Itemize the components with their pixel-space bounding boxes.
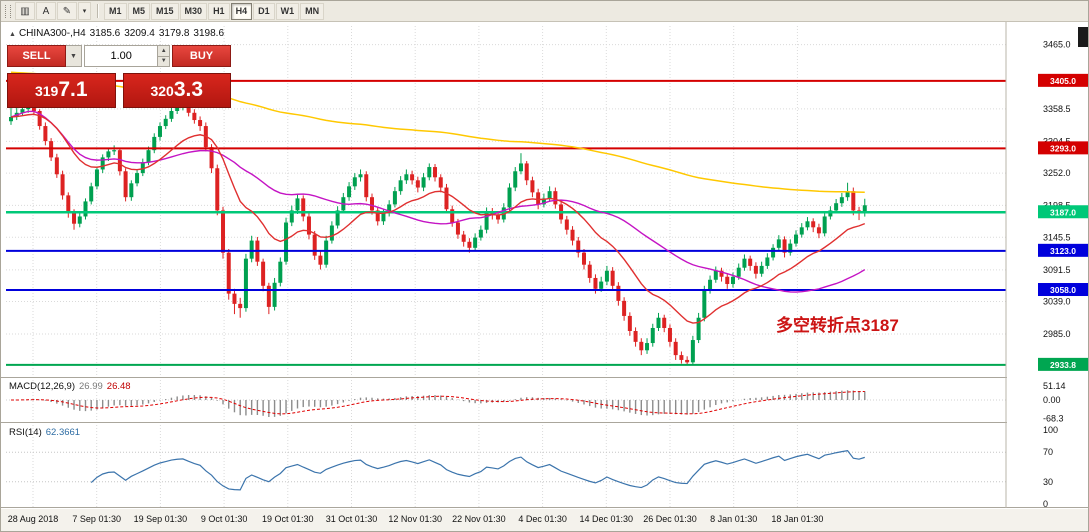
draw-tools-dropdown[interactable]: ▾ [78,2,91,20]
chart-type-icon[interactable]: ▥ [15,2,35,20]
svg-text:3145.5: 3145.5 [1043,232,1071,242]
timeframe-button-h1[interactable]: H1 [208,2,230,20]
grid-lines [6,26,1006,507]
timeframe-button-m5[interactable]: M5 [127,2,151,20]
svg-text:3358.5: 3358.5 [1043,104,1071,114]
svg-text:28 Aug 2018: 28 Aug 2018 [8,514,59,524]
rsi-value: 62.3661 [45,427,81,438]
svg-text:2933.8: 2933.8 [1050,360,1076,370]
svg-text:3465.0: 3465.0 [1043,40,1071,50]
lot-size-field: ▲ ▼ [84,45,170,67]
horizontal-level-lines[interactable] [6,79,1006,366]
symbol-period-label: CHINA300-,H4 [18,28,86,39]
chart-text-annotation[interactable]: 多空转折点3187 [776,316,899,335]
macd-indicator [6,390,1006,417]
ohlc-close: 3198.6 [193,28,225,39]
svg-text:0.00: 0.00 [1043,395,1061,405]
lot-size-input[interactable] [85,46,158,66]
svg-text:14 Dec 01:30: 14 Dec 01:30 [580,514,634,524]
macd-value-1: 26.99 [79,381,103,392]
svg-text:3293.0: 3293.0 [1050,143,1076,153]
macd-name: MACD(12,26,9) [9,381,75,392]
svg-text:3405.0: 3405.0 [1050,76,1076,86]
svg-text:3058.0: 3058.0 [1050,285,1076,295]
ohlc-open: 3185.6 [89,28,121,39]
timeframe-button-w1[interactable]: W1 [275,2,300,20]
top-toolbar: ▥ A ✎ ▾ M1 M5 M15 M30 H1 H4 D1 W1 MN [1,1,1088,22]
timeframe-button-m1[interactable]: M1 [104,2,127,20]
svg-text:2985.0: 2985.0 [1043,329,1071,339]
svg-text:3039.0: 3039.0 [1043,296,1071,306]
svg-text:-68.3: -68.3 [1043,414,1064,424]
lot-stepper: ▲ ▼ [157,46,169,66]
macd-indicator-label: MACD(12,26,9) 26.99 26.48 [9,381,131,392]
rsi-indicator-label: RSI(14) 62.3661 [9,427,80,438]
svg-text:70: 70 [1043,447,1053,457]
chart-shift-marker[interactable] [1078,27,1088,47]
macd-value-2: 26.48 [106,381,131,392]
svg-text:31 Oct 01:30: 31 Oct 01:30 [326,514,378,524]
svg-text:18 Jan 01:30: 18 Jan 01:30 [771,514,823,524]
timeframe-button-d1[interactable]: D1 [253,2,275,20]
svg-text:100: 100 [1043,425,1058,435]
toolbar-drag-handle[interactable] [5,4,11,18]
svg-text:3091.5: 3091.5 [1043,265,1071,275]
timeframe-button-m15[interactable]: M15 [151,2,179,20]
svg-text:3187.0: 3187.0 [1050,207,1076,217]
panel-dividers [1,377,1088,509]
svg-text:51.14: 51.14 [1043,381,1066,391]
buy-price-tile[interactable]: 320 3.3 [122,73,231,108]
svg-text:8 Jan 01:30: 8 Jan 01:30 [710,514,757,524]
chart-title: ▲ CHINA300-,H4 3185.6 3209.4 3179.8 3198.6 [9,28,228,39]
timeframe-button-mn[interactable]: MN [300,2,325,20]
chart-collapse-icon[interactable]: ▲ [9,31,16,38]
svg-text:0: 0 [1043,499,1048,509]
svg-text:7 Sep 01:30: 7 Sep 01:30 [72,514,121,524]
buy-price-main: 320 [150,83,174,99]
svg-text:3123.0: 3123.0 [1050,246,1076,256]
drawing-tools-group: ▥ A ✎ [15,2,78,20]
timeframe-button-h4[interactable]: H4 [230,2,253,20]
ohlc-high: 3209.4 [124,28,155,39]
lot-stepper-down[interactable]: ▼ [158,56,169,66]
svg-text:12 Nov 01:30: 12 Nov 01:30 [388,514,442,524]
text-tool-icon[interactable]: A [36,2,56,20]
rsi-name: RSI(14) [9,427,42,438]
lot-stepper-up[interactable]: ▲ [158,46,169,57]
svg-text:26 Dec 01:30: 26 Dec 01:30 [643,514,697,524]
rsi-indicator [6,449,1006,491]
svg-text:9 Oct 01:30: 9 Oct 01:30 [201,514,248,524]
toolbar-separator [97,4,99,18]
svg-text:19 Oct 01:30: 19 Oct 01:30 [262,514,314,524]
draw-tool-icon[interactable]: ✎ [57,2,77,20]
buy-button[interactable]: BUY [172,45,231,67]
timeframe-button-m30[interactable]: M30 [179,2,208,20]
time-axis: 28 Aug 2018 7 Sep 01:30 19 Sep 01:30 9 Oct … [1,509,1088,531]
sell-button[interactable]: SELL [7,45,66,67]
svg-text:4 Dec 01:30: 4 Dec 01:30 [518,514,567,524]
svg-text:3252.0: 3252.0 [1043,168,1071,178]
timeframe-buttons-group: M1 M5 M15 M30 H1 H4 D1 W1 MN [104,2,325,20]
buy-price-pips: 3.3 [173,78,204,101]
sell-price-pips: 7.1 [58,78,88,101]
sell-price-main: 319 [34,83,59,99]
svg-text:22 Nov 01:30: 22 Nov 01:30 [452,514,506,524]
svg-text:19 Sep 01:30: 19 Sep 01:30 [134,514,188,524]
price-axis: 3465.03358.53304.53252.03198.53145.53091… [1005,21,1088,509]
sell-price-tile[interactable]: 319 7.1 [7,73,116,108]
ohlc-low: 3179.8 [158,28,190,39]
svg-text:30: 30 [1043,477,1053,487]
lot-preset-dropdown[interactable]: ▼ [66,45,82,67]
